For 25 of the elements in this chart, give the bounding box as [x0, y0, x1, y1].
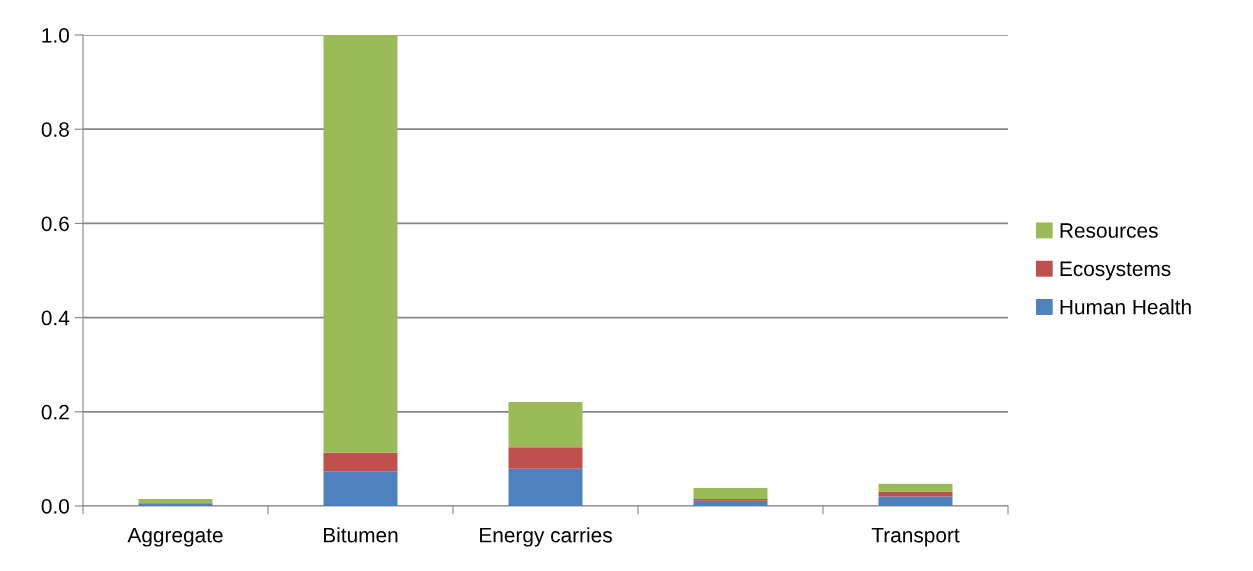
bar: [508, 401, 583, 448]
bar: [878, 491, 953, 497]
bar: [323, 471, 398, 506]
bar: [508, 447, 583, 469]
bar: [508, 468, 583, 506]
bar: [693, 500, 768, 506]
bar: [323, 35, 398, 453]
bar: [138, 498, 213, 504]
y-tick-label: 0.0: [41, 499, 69, 514]
legend-label: Ecosystems: [1060, 261, 1171, 281]
y-tick-label: 0.8: [41, 122, 69, 137]
legend-label: Resources: [1060, 223, 1158, 238]
y-tick-label: 0.4: [41, 310, 70, 326]
x-tick-label: Bitumen: [324, 527, 398, 543]
x-tick-label: Aggregate: [127, 527, 223, 547]
y-tick-label: 1.0: [42, 28, 69, 43]
bar: [323, 452, 398, 472]
x-tick-label: Transport: [871, 527, 960, 547]
bar: [693, 488, 768, 499]
y-tick-label: 0.2: [41, 404, 69, 420]
x-tick-label: Energy carries: [480, 527, 612, 547]
bar: [878, 496, 953, 506]
bar: [878, 483, 953, 492]
y-tick-label: 0.6: [41, 216, 69, 232]
legend-label: Human Health: [1060, 299, 1191, 315]
